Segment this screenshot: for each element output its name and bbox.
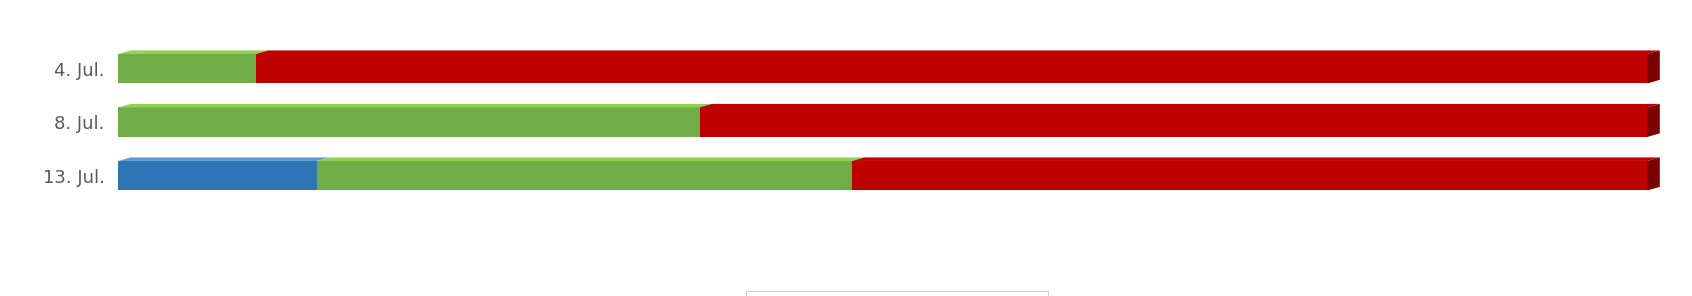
Polygon shape	[1648, 157, 1660, 190]
Polygon shape	[255, 50, 1660, 54]
Bar	[118, 107, 699, 137]
Bar	[118, 161, 316, 190]
Bar	[699, 107, 1648, 137]
Polygon shape	[1648, 50, 1660, 83]
Bar	[118, 54, 255, 83]
Polygon shape	[118, 50, 269, 54]
Bar	[316, 161, 853, 190]
Bar	[255, 54, 1648, 83]
Polygon shape	[853, 157, 1660, 161]
Polygon shape	[1648, 104, 1660, 137]
Bar	[853, 161, 1648, 190]
Polygon shape	[316, 157, 865, 161]
Polygon shape	[118, 104, 712, 107]
Polygon shape	[699, 104, 1660, 107]
Polygon shape	[118, 157, 330, 161]
Legend: Kalt, Normal, Warm: Kalt, Normal, Warm	[746, 291, 1047, 296]
